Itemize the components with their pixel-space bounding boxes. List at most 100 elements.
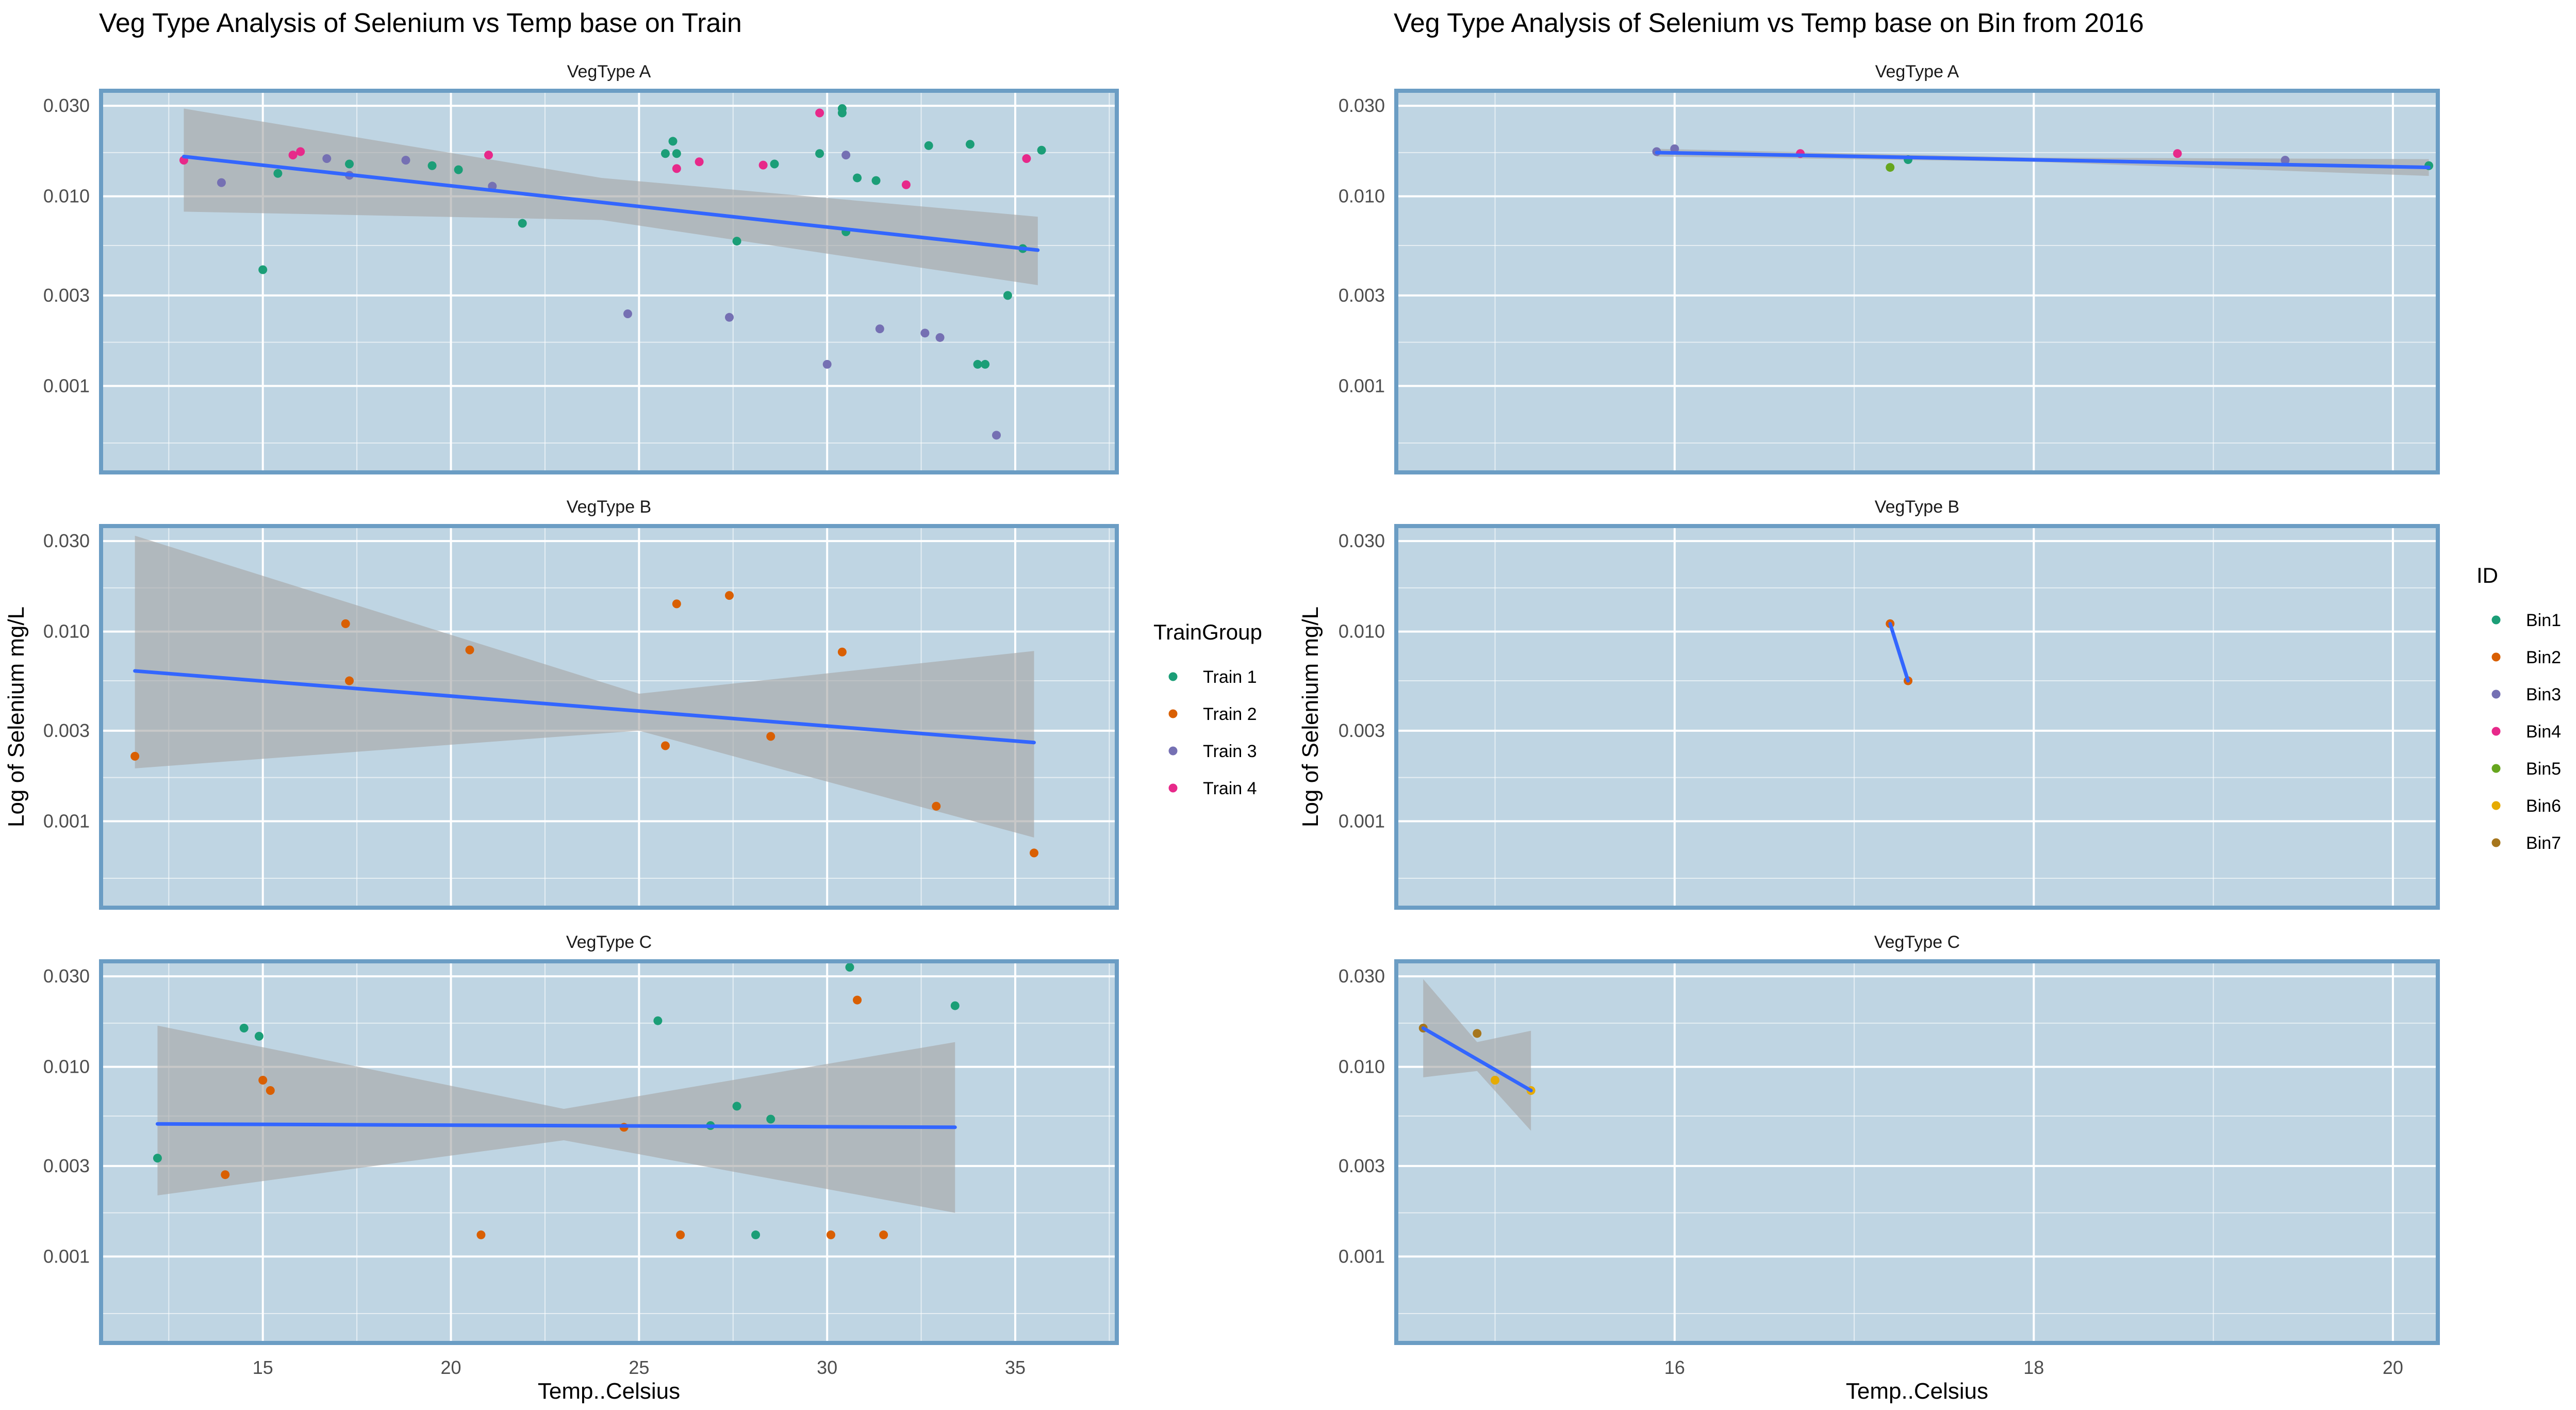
data-point <box>653 1016 663 1025</box>
panel-border <box>1394 89 2440 474</box>
panel-strip-label: VegType C <box>566 932 652 952</box>
data-point <box>672 599 681 609</box>
legend-label: Bin1 <box>2526 611 2561 630</box>
data-point <box>758 160 768 170</box>
y-tick-label: 0.003 <box>1339 1155 1385 1176</box>
legend-label: Bin7 <box>2526 833 2561 853</box>
data-point <box>879 1230 888 1239</box>
y-tick-label: 0.010 <box>1339 186 1385 207</box>
data-point <box>1886 163 1895 172</box>
data-point <box>924 141 933 150</box>
panel-border <box>99 89 1119 474</box>
data-point <box>427 161 437 170</box>
y-tick-label: 0.001 <box>1339 810 1385 831</box>
panel-border <box>1394 959 2440 1345</box>
legend-marker <box>1168 783 1178 793</box>
data-point <box>296 147 305 156</box>
y-axis-title: Log of Selenium mg/L <box>1298 606 1323 827</box>
panel-background <box>1396 526 2438 908</box>
data-point <box>815 149 824 158</box>
data-point <box>766 1114 775 1124</box>
legend-title: ID <box>2476 563 2498 587</box>
data-point <box>345 159 354 169</box>
data-point <box>266 1086 275 1095</box>
data-point <box>254 1031 263 1041</box>
y-tick-label: 0.001 <box>1339 375 1385 396</box>
data-point <box>518 219 527 228</box>
data-point <box>815 108 824 118</box>
data-point <box>258 1076 268 1085</box>
data-point <box>1029 848 1038 858</box>
y-tick-label: 0.003 <box>43 285 90 306</box>
chart-1: Veg Type Analysis of Selenium vs Temp ba… <box>4 8 1262 1404</box>
data-point <box>1003 291 1012 300</box>
legend-marker <box>2491 838 2501 847</box>
data-point <box>258 265 268 274</box>
legend-label: Bin6 <box>2526 796 2561 816</box>
trend-line <box>182 155 1040 252</box>
panel-background <box>1396 91 2438 472</box>
y-tick-label: 0.001 <box>43 375 90 396</box>
panel-border <box>1394 524 2440 910</box>
x-tick-label: 16 <box>1664 1357 1685 1378</box>
x-axis-title: Temp..Celsius <box>538 1379 680 1404</box>
data-point <box>660 741 670 750</box>
data-point <box>2173 149 2182 158</box>
data-point <box>1037 145 1046 155</box>
data-point <box>217 178 226 187</box>
data-point <box>345 676 354 685</box>
panel-border <box>99 524 1119 910</box>
data-point <box>130 751 140 761</box>
data-point <box>465 645 474 654</box>
data-point <box>766 732 775 741</box>
legend-marker <box>1168 672 1178 681</box>
x-tick-label: 20 <box>2383 1357 2403 1378</box>
data-point <box>341 619 350 628</box>
panel-vegtype-a: VegType A 0.001 0.003 0.010 0.030 <box>1339 62 2440 474</box>
y-tick-label: 0.030 <box>43 530 90 551</box>
y-tick-label: 0.001 <box>43 1245 90 1267</box>
legend-label: Train 2 <box>1203 704 1257 724</box>
data-point <box>732 237 741 246</box>
x-tick-label: 30 <box>817 1357 837 1378</box>
data-point <box>920 329 930 338</box>
y-tick-label: 0.010 <box>43 621 90 642</box>
legend-label: Bin5 <box>2526 759 2561 779</box>
data-point <box>950 1001 960 1010</box>
y-tick-label: 0.003 <box>43 720 90 741</box>
trend-line <box>1888 621 1910 683</box>
data-point <box>837 108 847 118</box>
panel-strip-label: VegType B <box>1875 497 1959 517</box>
y-tick-label: 0.010 <box>1339 621 1385 642</box>
trend-line <box>1421 1026 1533 1093</box>
trend-line <box>155 1122 957 1129</box>
data-point <box>668 137 678 146</box>
data-point <box>672 149 681 158</box>
legend-label: Train 3 <box>1203 742 1257 761</box>
y-tick-label: 0.010 <box>43 186 90 207</box>
data-point <box>965 140 975 149</box>
legend-label: Train 4 <box>1203 779 1257 798</box>
y-tick-label: 0.003 <box>43 1155 90 1176</box>
chart-title: Veg Type Analysis of Selenium vs Temp ba… <box>99 8 742 38</box>
data-point <box>841 151 851 160</box>
data-point <box>724 313 734 322</box>
data-point <box>724 591 734 600</box>
confidence-band <box>157 1025 955 1213</box>
legend-marker <box>2491 727 2501 736</box>
panel-strip-label: VegType B <box>567 497 651 517</box>
data-point <box>853 173 862 183</box>
y-tick-label: 0.030 <box>1339 965 1385 987</box>
panel-strip-label: VegType A <box>567 62 651 81</box>
legend-marker <box>2491 801 2501 810</box>
data-point <box>845 962 854 972</box>
legend-marker <box>2491 615 2501 625</box>
confidence-band <box>1423 979 1531 1131</box>
y-tick-label: 0.003 <box>1339 720 1385 741</box>
legend-label: Bin2 <box>2526 648 2561 667</box>
data-point <box>153 1154 162 1163</box>
y-tick-label: 0.030 <box>43 965 90 987</box>
data-point <box>826 1230 835 1239</box>
data-point <box>288 151 298 160</box>
legend: ID Bin1 Bin2 Bin3 Bin4 Bin5 Bin6 Bin7 <box>2476 563 2561 853</box>
